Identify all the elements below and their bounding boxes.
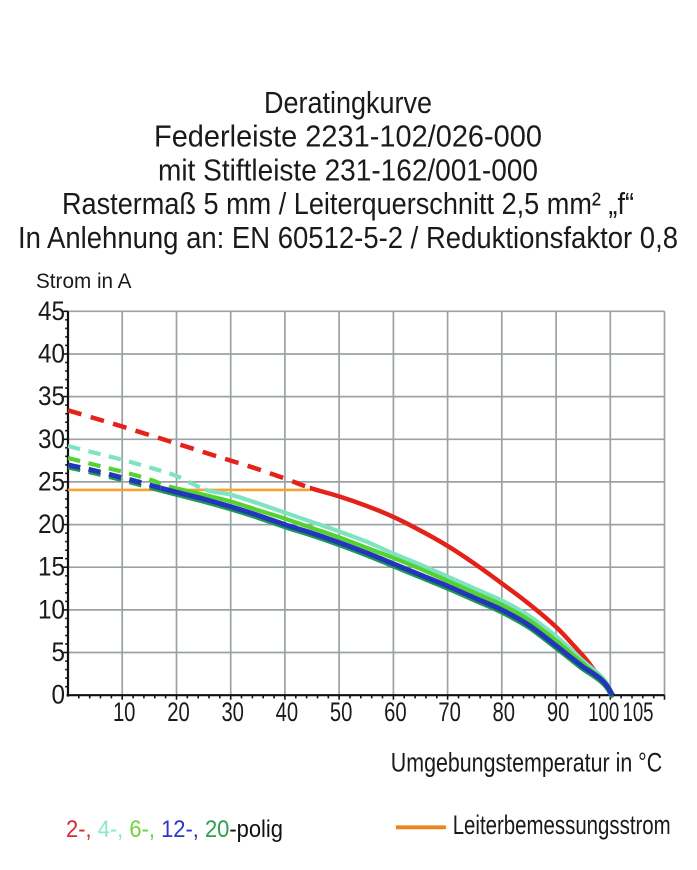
svg-text:100: 100: [588, 697, 619, 727]
svg-text:Leiterbemessungsstrom: Leiterbemessungsstrom: [453, 810, 671, 840]
svg-text:70: 70: [438, 697, 461, 727]
svg-text:Umgebungstemperatur in °C: Umgebungstemperatur in °C: [391, 748, 662, 778]
svg-text:0: 0: [52, 680, 66, 710]
svg-text:30: 30: [38, 424, 65, 454]
svg-text:60: 60: [384, 697, 407, 727]
svg-text:30: 30: [221, 697, 244, 727]
svg-text:40: 40: [38, 339, 65, 369]
svg-text:35: 35: [38, 381, 65, 411]
svg-text:105: 105: [623, 697, 654, 727]
svg-text:Strom in A: Strom in A: [36, 269, 132, 293]
svg-text:80: 80: [493, 697, 516, 727]
svg-text:2-, 4-, 6-, 12-, 20-polig: 2-, 4-, 6-, 12-, 20-polig: [66, 816, 283, 843]
svg-text:10: 10: [113, 697, 136, 727]
svg-text:10: 10: [38, 594, 65, 624]
svg-text:90: 90: [547, 697, 570, 727]
svg-text:Deratingkurve: Deratingkurve: [264, 86, 432, 120]
svg-text:40: 40: [276, 697, 299, 727]
svg-text:mit Stiftleiste 231-162/001-00: mit Stiftleiste 231-162/001-000: [158, 153, 538, 187]
svg-text:Federleiste 2231-102/026-000: Federleiste 2231-102/026-000: [154, 120, 542, 154]
svg-text:20: 20: [167, 697, 190, 727]
svg-text:20: 20: [38, 509, 65, 539]
svg-text:50: 50: [330, 697, 353, 727]
svg-text:5: 5: [52, 637, 66, 667]
svg-text:25: 25: [38, 466, 65, 496]
svg-text:Rastermaß 5 mm / Leiterquersch: Rastermaß 5 mm / Leiterquerschnitt 2,5 m…: [62, 187, 634, 221]
svg-text:15: 15: [38, 552, 65, 582]
svg-text:In Anlehnung an: EN 60512-5-2: In Anlehnung an: EN 60512-5-2 / Reduktio…: [18, 221, 678, 255]
svg-text:45: 45: [38, 296, 65, 326]
